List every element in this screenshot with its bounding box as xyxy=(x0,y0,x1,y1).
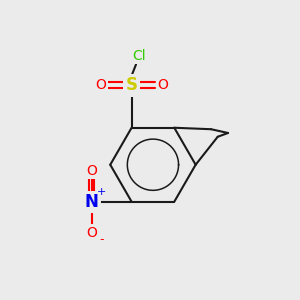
Text: O: O xyxy=(157,78,168,92)
Text: O: O xyxy=(95,78,106,92)
Text: N: N xyxy=(85,193,99,211)
Text: S: S xyxy=(126,76,138,94)
Text: Cl: Cl xyxy=(132,49,146,63)
Text: +: + xyxy=(97,187,106,197)
Text: O: O xyxy=(86,226,97,240)
Text: -: - xyxy=(99,233,103,247)
Text: O: O xyxy=(86,164,97,178)
